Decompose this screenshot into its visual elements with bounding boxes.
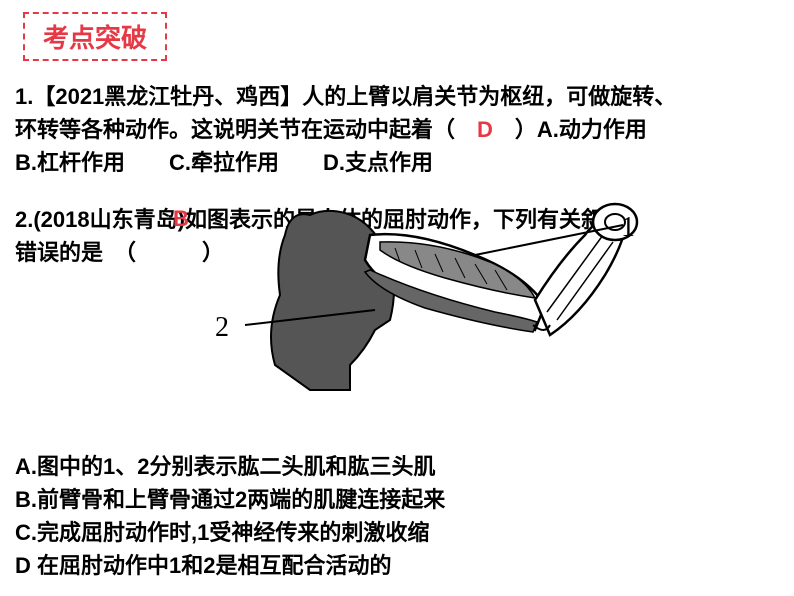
q1-line1: 1.【2021黑龙江牡丹、鸡西】人的上臂以肩关节为枢纽，可做旋转、 [15,80,779,113]
question-1: 1.【2021黑龙江牡丹、鸡西】人的上臂以肩关节为枢纽，可做旋转、 环转等各种动… [15,80,779,179]
option-b: B.前臂骨和上臂骨通过2两端的肌腱连接起来 [15,483,445,516]
option-a: A.图中的1、2分别表示肱二头肌和肱三头肌 [15,450,445,483]
figure-label-2: 2 [215,312,229,344]
q2-answer: B [173,206,189,232]
option-d-partial: D 在屈肘动作中1和2是相互配合活动的 [15,549,445,582]
q1-line2-part1: 环转等各种动作。这说明关节在运动中起着（ [15,117,477,142]
option-c: C.完成屈肘动作时,1受神经传来的刺激收缩 [15,516,445,549]
figure-label-1: 1 [621,212,635,244]
answer-options: A.图中的1、2分别表示肱二头肌和肱三头肌 B.前臂骨和上臂骨通过2两端的肌腱连… [15,450,445,582]
q1-line2-part2: ）A.动力作用 [493,117,647,142]
header-title: 考点突破 [43,23,147,53]
q1-line3: B.杠杆作用 C.牵拉作用 D.支点作用 [15,146,779,179]
section-header-badge: 考点突破 [23,12,167,61]
arm-diagram-svg [215,200,645,395]
q1-answer: D [477,117,493,142]
q1-line2: 环转等各种动作。这说明关节在运动中起着（ D ）A.动力作用 [15,113,779,146]
arm-anatomy-figure: 1 2 [215,200,645,395]
